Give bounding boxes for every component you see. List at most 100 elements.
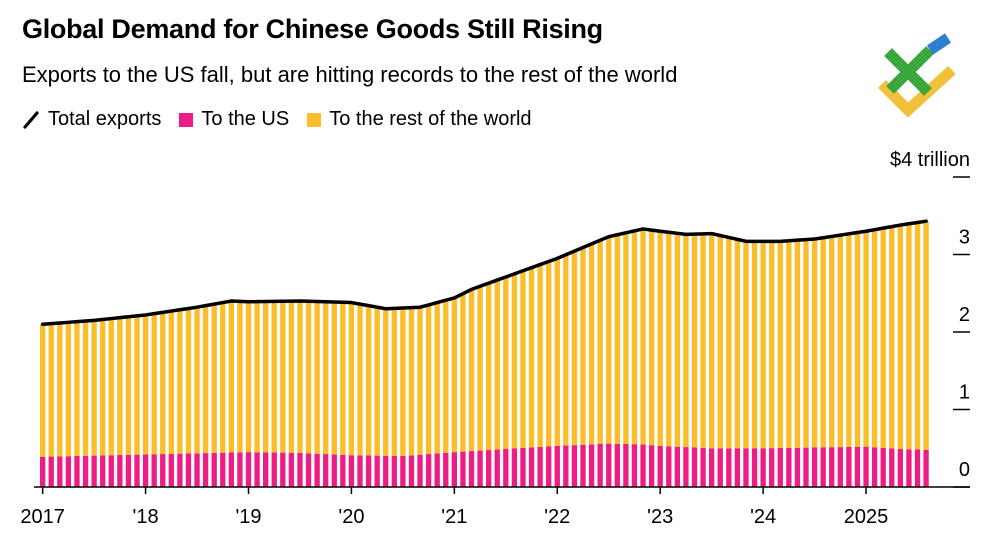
x-tick-label: '24 xyxy=(750,506,776,528)
bar-us xyxy=(889,448,895,487)
bar-us xyxy=(185,453,192,487)
bar-rest-of-world xyxy=(125,316,132,455)
bar-us xyxy=(914,449,921,487)
bar-us xyxy=(769,448,775,487)
bar-us xyxy=(923,449,929,487)
bar-us xyxy=(74,456,80,487)
bar-rest-of-world xyxy=(297,301,303,453)
bar-us xyxy=(623,443,629,487)
bar-rest-of-world xyxy=(211,304,217,453)
bar-rest-of-world xyxy=(829,236,835,448)
bar-us xyxy=(528,447,535,487)
bar-us xyxy=(417,454,423,487)
bar-us xyxy=(40,456,46,487)
bar-rest-of-world xyxy=(837,235,843,448)
bar-rest-of-world xyxy=(160,312,166,455)
bar-rest-of-world xyxy=(571,251,578,446)
legend-item-row: To the rest of the world xyxy=(307,108,532,131)
bar-rest-of-world xyxy=(494,280,500,450)
bar-us xyxy=(57,456,63,487)
bar-rest-of-world xyxy=(168,311,174,454)
bar-rest-of-world xyxy=(691,234,698,448)
bar-rest-of-world xyxy=(666,232,672,447)
bar-us xyxy=(674,446,681,487)
bar-us xyxy=(700,447,706,487)
bar-us xyxy=(803,447,809,487)
bar-us xyxy=(142,454,149,487)
bar-us xyxy=(640,444,646,487)
bar-us xyxy=(288,452,295,487)
y-tick-label: 0 xyxy=(959,459,970,481)
x-tick-label: '20 xyxy=(338,506,364,528)
bar-us xyxy=(631,444,638,487)
bar-us xyxy=(408,455,415,487)
bar-rest-of-world xyxy=(588,243,595,445)
bar-rest-of-world xyxy=(871,229,878,448)
x-tick-label: 2017 xyxy=(20,506,65,528)
total-exports-line xyxy=(40,219,928,326)
bar-rest-of-world xyxy=(503,276,509,450)
bar-us xyxy=(82,455,89,487)
bar-us xyxy=(691,447,698,487)
bar-rest-of-world xyxy=(751,241,758,449)
y-tick-label: 3 xyxy=(959,227,970,249)
bar-rest-of-world xyxy=(580,247,586,445)
bar-rest-of-world xyxy=(254,301,260,453)
bar-us xyxy=(348,455,355,487)
bar-rest-of-world xyxy=(48,323,54,457)
bar-rest-of-world xyxy=(40,324,46,457)
bar-us xyxy=(554,445,560,487)
bar-us xyxy=(897,449,904,487)
bar-rest-of-world xyxy=(151,313,157,455)
bar-us xyxy=(211,452,217,487)
bar-us xyxy=(357,455,363,487)
bar-rest-of-world xyxy=(914,222,921,450)
chart-subtitle: Exports to the US fall, but are hitting … xyxy=(22,62,678,87)
bar-rest-of-world xyxy=(468,289,475,452)
bar-rest-of-world xyxy=(631,230,638,445)
bar-us xyxy=(194,453,200,487)
bar-rest-of-world xyxy=(460,293,466,452)
row-swatch-icon xyxy=(307,112,322,127)
bar-rest-of-world xyxy=(889,226,895,449)
x-tick-label: '21 xyxy=(441,506,467,528)
chart-title: Global Demand for Chinese Goods Still Ri… xyxy=(22,14,603,44)
bar-rest-of-world xyxy=(674,233,681,447)
bar-us xyxy=(280,452,286,487)
bar-rest-of-world xyxy=(91,320,97,456)
bar-rest-of-world xyxy=(486,283,492,451)
bar-rest-of-world xyxy=(305,301,312,454)
bar-rest-of-world xyxy=(700,233,706,448)
bar-rest-of-world xyxy=(237,301,243,453)
bar-rest-of-world xyxy=(760,241,766,449)
bar-us xyxy=(871,447,878,487)
bar-rest-of-world xyxy=(786,240,792,448)
bar-rest-of-world xyxy=(323,301,329,455)
bar-us xyxy=(726,448,732,487)
bar-rest-of-world xyxy=(280,301,286,453)
bar-us xyxy=(794,447,801,487)
bar-rest-of-world xyxy=(202,305,209,454)
bar-rest-of-world xyxy=(623,232,629,444)
x-tick-label: '18 xyxy=(133,506,159,528)
bar-us xyxy=(314,453,320,487)
bar-us xyxy=(588,444,595,487)
brand-logo-icon xyxy=(878,33,956,118)
bar-rest-of-world xyxy=(365,305,372,456)
bar-us xyxy=(829,447,835,487)
bar-us xyxy=(100,455,106,487)
bar-rest-of-world xyxy=(100,319,106,456)
bar-rest-of-world xyxy=(408,307,415,456)
bar-us xyxy=(177,453,183,487)
bar-us xyxy=(134,454,140,487)
bar-rest-of-world xyxy=(906,223,912,450)
bar-rest-of-world xyxy=(528,267,535,448)
bar-us xyxy=(546,446,552,487)
bar-rest-of-world xyxy=(554,258,560,446)
bar-us xyxy=(245,452,252,487)
x-tick-label: '23 xyxy=(647,506,673,528)
bar-rest-of-world xyxy=(477,286,483,451)
bar-rest-of-world xyxy=(220,302,226,453)
bar-rest-of-world xyxy=(769,241,775,449)
bar-us xyxy=(571,445,578,487)
